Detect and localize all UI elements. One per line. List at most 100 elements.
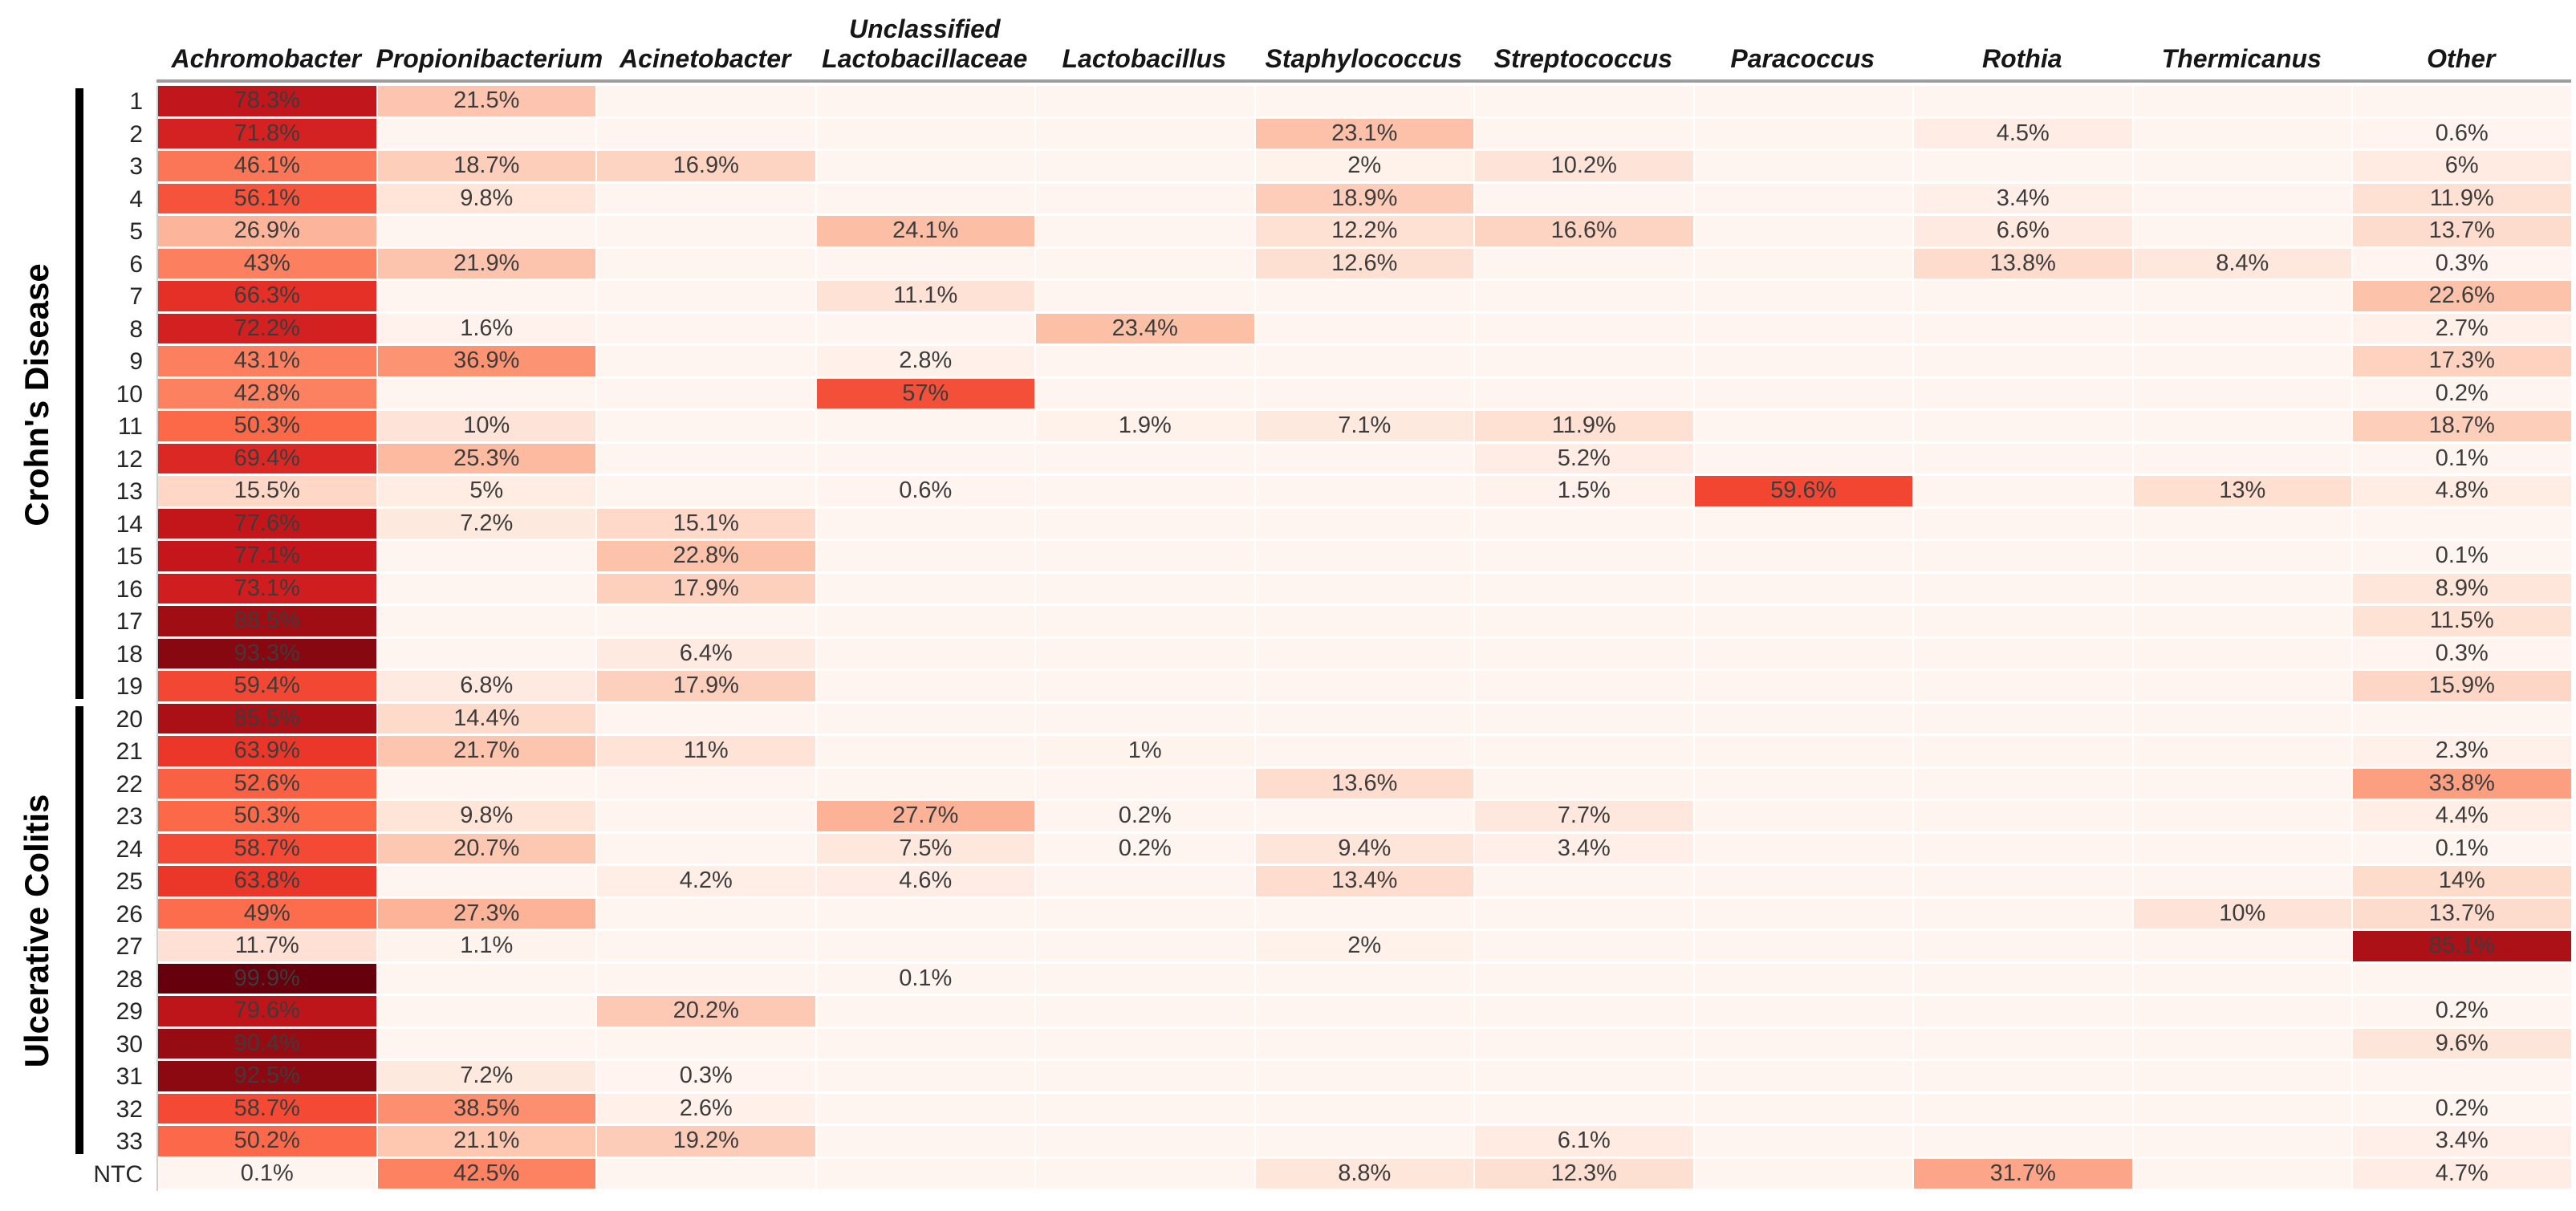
row-label-25: 25 <box>116 868 143 895</box>
heatmap-cell-7-unclassified-lactobacillaceae: 11.1% <box>816 281 1036 314</box>
heatmap-row-7: 66.3% 11.1% 22.6% <box>158 281 2573 314</box>
heatmap-cell-27-other: 85.1% <box>2353 931 2573 964</box>
heatmap-cell-23-staphylococcus <box>1255 801 1475 834</box>
heatmap-cell-6-unclassified-lactobacillaceae <box>816 248 1036 281</box>
heatmap-cell-29-thermicanus <box>2133 996 2353 1029</box>
heatmap-cell-23-achromobacter: 50.3% <box>158 801 378 834</box>
heatmap-cell-31-lactobacillus <box>1036 1061 1256 1094</box>
row-label-26: 26 <box>116 900 143 928</box>
heatmap-cell-31-streptococcus <box>1475 1061 1695 1094</box>
heatmap-cell-27-streptococcus <box>1475 931 1695 964</box>
heatmap-cell-2-other: 0.6% <box>2353 118 2573 151</box>
heatmap-grid: 78.3% 21.5% 71.8% 23.1% 4.5% 0.6% 46.1% 18.7% 16… <box>156 86 2573 1191</box>
heatmap-row-ntc: 0.1% 42.5% 8.8% 12.3% 31.7% 4.7% <box>158 1158 2573 1191</box>
heatmap-cell-18-rothia <box>1914 638 2134 671</box>
heatmap-cell-30-propionibacterium <box>377 1028 597 1061</box>
heatmap-cell-3-propionibacterium: 18.7% <box>377 151 597 184</box>
heatmap-cell-5-rothia: 6.6% <box>1914 216 2134 249</box>
heatmap-cell-2-acinetobacter <box>597 118 817 151</box>
row-label-30: 30 <box>116 1030 143 1058</box>
heatmap-cell-2-streptococcus <box>1475 118 1695 151</box>
heatmap-cell-19-rothia <box>1914 671 2134 704</box>
heatmap-cell-23-lactobacillus: 0.2% <box>1036 801 1256 834</box>
heatmap-cell-19-lactobacillus <box>1036 671 1256 704</box>
heatmap-cell-32-streptococcus <box>1475 1093 1695 1126</box>
heatmap-cell-1-unclassified-lactobacillaceae <box>816 86 1036 119</box>
heatmap-cell-12-lactobacillus <box>1036 443 1256 476</box>
heatmap-row-17: 88.5% 11.5% <box>158 606 2573 639</box>
row-label-21: 21 <box>116 738 143 765</box>
heatmap-cell-8-thermicanus <box>2133 313 2353 346</box>
heatmap-cell-30-streptococcus <box>1475 1028 1695 1061</box>
heatmap-cell-17-propionibacterium <box>377 606 597 639</box>
heatmap-cell-21-lactobacillus: 1% <box>1036 736 1256 769</box>
heatmap-cell-26-acinetobacter <box>597 898 817 931</box>
heatmap-cell-4-thermicanus <box>2133 183 2353 216</box>
heatmap-cell-25-thermicanus <box>2133 866 2353 899</box>
heatmap-cell-ntc-acinetobacter <box>597 1158 817 1191</box>
heatmap-cell-29-lactobacillus <box>1036 996 1256 1029</box>
heatmap-cell-17-thermicanus <box>2133 606 2353 639</box>
heatmap-cell-ntc-paracoccus <box>1694 1158 1914 1191</box>
heatmap-cell-22-lactobacillus <box>1036 768 1256 801</box>
heatmap-cell-19-acinetobacter: 17.9% <box>597 671 817 704</box>
row-label-17: 17 <box>116 608 143 635</box>
heatmap-row-25: 63.8% 4.2% 4.6% 13.4% 14% <box>158 866 2573 899</box>
heatmap-cell-5-achromobacter: 26.9% <box>158 216 378 249</box>
heatmap-row-33: 50.2% 21.1% 19.2% 6.1% 3.4% <box>158 1126 2573 1159</box>
heatmap-cell-33-thermicanus <box>2133 1126 2353 1159</box>
heatmap-cell-4-rothia: 3.4% <box>1914 183 2134 216</box>
column-header-streptococcus: Streptococcus <box>1493 44 1672 73</box>
heatmap-cell-27-achromobacter: 11.7% <box>158 931 378 964</box>
heatmap-cell-26-paracoccus <box>1694 898 1914 931</box>
row-label-24: 24 <box>116 835 143 863</box>
row-label-28: 28 <box>116 965 143 993</box>
heatmap-cell-29-propionibacterium <box>377 996 597 1029</box>
heatmap-cell-20-paracoccus <box>1694 703 1914 736</box>
heatmap-cell-1-achromobacter: 78.3% <box>158 86 378 119</box>
row-label-10: 10 <box>116 380 143 408</box>
heatmap-cell-3-paracoccus <box>1694 151 1914 184</box>
heatmap-cell-11-rothia <box>1914 411 2134 444</box>
heatmap-cell-2-paracoccus <box>1694 118 1914 151</box>
heatmap-cell-23-other: 4.4% <box>2353 801 2573 834</box>
heatmap-cell-29-paracoccus <box>1694 996 1914 1029</box>
heatmap-cell-3-acinetobacter: 16.9% <box>597 151 817 184</box>
heatmap-cell-10-paracoccus <box>1694 378 1914 411</box>
heatmap-cell-27-rothia <box>1914 931 2134 964</box>
heatmap-cell-33-other: 3.4% <box>2353 1126 2573 1159</box>
heatmap-cell-7-paracoccus <box>1694 281 1914 314</box>
heatmap-cell-15-thermicanus <box>2133 541 2353 574</box>
heatmap-cell-21-other: 2.3% <box>2353 736 2573 769</box>
heatmap-cell-11-thermicanus <box>2133 411 2353 444</box>
heatmap-cell-15-staphylococcus <box>1255 541 1475 574</box>
heatmap-cell-1-streptococcus <box>1475 86 1695 119</box>
heatmap-cell-16-propionibacterium <box>377 573 597 606</box>
heatmap-cell-12-acinetobacter <box>597 443 817 476</box>
column-header-paracoccus: Paracoccus <box>1730 44 1875 73</box>
heatmap-row-23: 50.3% 9.8% 27.7% 0.2% 7.7% 4.4% <box>158 801 2573 834</box>
heatmap-cell-32-rothia <box>1914 1093 2134 1126</box>
row-label-2: 2 <box>129 120 143 148</box>
heatmap-cell-27-paracoccus <box>1694 931 1914 964</box>
column-header-lactobacillus: Lactobacillus <box>1062 44 1227 73</box>
heatmap-cell-3-streptococcus: 10.2% <box>1475 151 1695 184</box>
heatmap-cell-31-acinetobacter: 0.3% <box>597 1061 817 1094</box>
heatmap-cell-8-propionibacterium: 1.6% <box>377 313 597 346</box>
heatmap-row-32: 58.7% 38.5% 2.6% 0.2% <box>158 1093 2573 1126</box>
heatmap-cell-18-unclassified-lactobacillaceae <box>816 638 1036 671</box>
heatmap-cell-19-thermicanus <box>2133 671 2353 704</box>
heatmap-cell-32-acinetobacter: 2.6% <box>597 1093 817 1126</box>
heatmap-cell-27-staphylococcus: 2% <box>1255 931 1475 964</box>
heatmap-cell-13-achromobacter: 15.5% <box>158 476 378 509</box>
heatmap-cell-19-unclassified-lactobacillaceae <box>816 671 1036 704</box>
heatmap-cell-17-streptococcus <box>1475 606 1695 639</box>
row-label-8: 8 <box>129 315 143 343</box>
heatmap-cell-7-lactobacillus <box>1036 281 1256 314</box>
heatmap-row-1: 78.3% 21.5% <box>158 86 2573 119</box>
heatmap-cell-15-unclassified-lactobacillaceae <box>816 541 1036 574</box>
heatmap-cell-5-other: 13.7% <box>2353 216 2573 249</box>
heatmap-cell-4-achromobacter: 56.1% <box>158 183 378 216</box>
heatmap-row-12: 69.4% 25.3% 5.2% 0.1% <box>158 443 2573 476</box>
